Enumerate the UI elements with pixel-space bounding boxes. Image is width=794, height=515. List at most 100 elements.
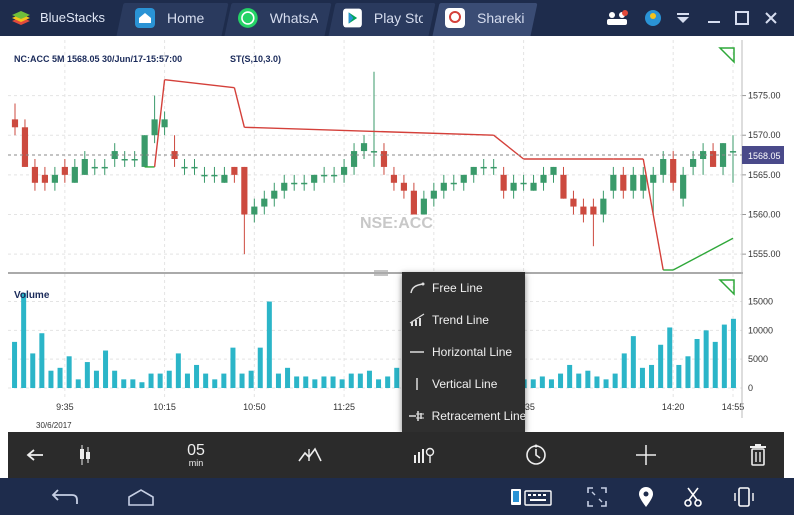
candle (400, 174, 408, 199)
candle (131, 151, 138, 167)
tab-play-store-content[interactable]: Play Sto (343, 7, 423, 29)
candle-body (380, 151, 388, 167)
candle-body (91, 166, 98, 169)
candle-body (181, 166, 188, 169)
candle (161, 111, 168, 136)
candle (729, 135, 737, 183)
close-icon[interactable] (762, 9, 780, 27)
menu-item-trend-line[interactable]: Trend Line (402, 304, 525, 336)
volume-tick-label: 5000 (748, 354, 768, 364)
candle (101, 159, 108, 175)
back-button[interactable] (20, 432, 50, 478)
people-icon[interactable] (605, 9, 629, 27)
location-button[interactable] (633, 484, 659, 509)
candle-body (340, 166, 348, 175)
volume-bar (257, 347, 263, 388)
candle-body (670, 159, 677, 183)
chart-area[interactable]: 1555.00 1560.00 1565.00 1570.00 1575.00 0 500… (8, 40, 784, 432)
candle (550, 166, 557, 183)
candle-body (321, 174, 328, 177)
volume-bar (66, 356, 72, 388)
horizontal-line-icon (410, 351, 424, 353)
volume-bar (558, 373, 564, 388)
crosshair-button[interactable] (628, 432, 664, 478)
candle-body (520, 182, 527, 185)
candle (560, 166, 567, 199)
tab-whatsapp-content[interactable]: WhatsA (238, 7, 318, 29)
draw-tools-button[interactable] (292, 432, 328, 478)
candle (331, 166, 338, 183)
candle (171, 135, 178, 167)
history-button[interactable] (518, 432, 554, 478)
candle-body (500, 174, 507, 191)
volume-bar (530, 379, 536, 388)
volume-bar (30, 353, 36, 388)
collapse-price-icon[interactable] (718, 47, 735, 64)
pane-resize-handle[interactable] (374, 270, 388, 276)
volume-bar (248, 370, 254, 388)
collapse-volume-icon[interactable] (718, 279, 735, 296)
candle-body (191, 166, 198, 169)
candle (81, 151, 88, 175)
price-badge (742, 146, 784, 164)
tab-sharekhan-content[interactable]: Shareki (445, 7, 525, 29)
volume-bar (75, 379, 81, 388)
volume-bar (266, 301, 272, 388)
fullscreen-button[interactable] (583, 484, 611, 509)
chart-type-button[interactable] (70, 432, 100, 478)
account-icon[interactable] (644, 9, 662, 27)
candle (61, 159, 68, 183)
supertrend-segment (244, 126, 494, 136)
menu-item-free-line[interactable]: Free Line (402, 272, 525, 304)
volume-bar (285, 367, 291, 388)
volume-bar (166, 370, 172, 388)
indicators-button[interactable] (406, 432, 442, 478)
drawing-tools-icon (298, 447, 322, 462)
volume-bar (312, 379, 318, 388)
candle (41, 166, 48, 191)
candle (311, 174, 318, 191)
candle (460, 174, 467, 191)
stock-chart[interactable]: 1555.00 1560.00 1565.00 1570.00 1575.00 0 500… (8, 40, 784, 432)
volume-bar (658, 344, 664, 388)
minimize-icon[interactable] (705, 9, 723, 27)
draw-tools-menu: Free Line Trend Line Horizontal Line Ver… (402, 272, 525, 432)
keyboard-button[interactable] (507, 484, 557, 509)
volume-bar (21, 292, 27, 388)
whatsapp-icon (238, 8, 258, 28)
candle (271, 182, 278, 207)
interval-button[interactable]: 05 min (176, 432, 216, 478)
trash-icon (750, 444, 766, 466)
volume-tick-label: 0 (748, 383, 753, 393)
candle-body (121, 159, 128, 161)
candle-body (141, 135, 148, 167)
chart-toolbar: 05 min (8, 432, 784, 478)
volume-bar (330, 376, 336, 388)
tab-home-content[interactable]: Home (135, 7, 225, 29)
nav-home-button[interactable] (124, 484, 158, 509)
volume-bar (357, 373, 363, 388)
tab-label: Shareki (477, 10, 525, 26)
volume-bar (703, 330, 709, 388)
volume-bar (157, 373, 163, 388)
candle (241, 166, 248, 255)
maximize-icon[interactable] (733, 9, 751, 27)
volume-bar (84, 362, 90, 388)
screenshot-button[interactable] (680, 484, 706, 509)
candle (281, 174, 288, 199)
delete-button[interactable] (742, 432, 774, 478)
menu-dropdown-icon[interactable] (674, 9, 692, 27)
menu-item-vertical-line[interactable]: Vertical Line (402, 368, 525, 400)
volume-bar (275, 373, 281, 388)
price-tick-label: 1560.00 (748, 210, 781, 220)
candle-body (460, 174, 467, 183)
candle (251, 198, 258, 223)
nav-back-button[interactable] (48, 484, 82, 509)
candle-body (151, 119, 158, 136)
menu-item-horizontal-line[interactable]: Horizontal Line (402, 336, 525, 368)
shake-button[interactable] (730, 484, 758, 509)
menu-item-retracement-line[interactable]: Retracement Line (402, 400, 525, 432)
volume-bar (594, 376, 600, 388)
supertrend-segment (153, 79, 166, 168)
candle-body (291, 182, 298, 185)
